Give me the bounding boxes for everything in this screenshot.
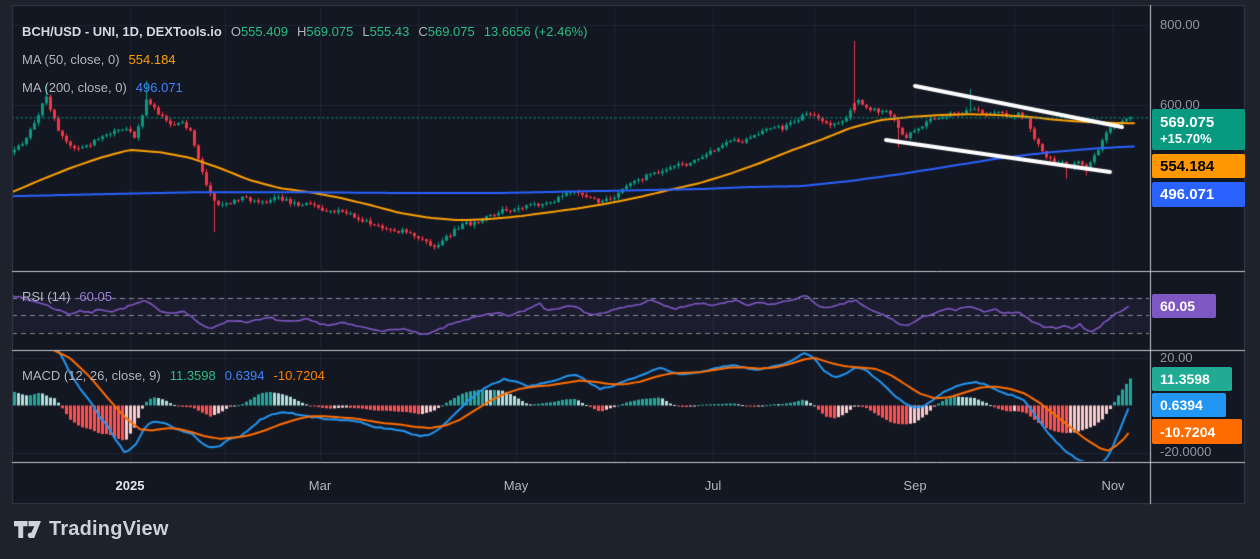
close-value: C 569.075 bbox=[418, 24, 475, 39]
macd-legend[interactable]: MACD (12, 26, close, 9) 11.3598 0.6394 -… bbox=[22, 366, 325, 386]
ma50-label: MA (50, close, 0) bbox=[22, 52, 120, 67]
price-tick-800: 800.00 bbox=[1160, 17, 1200, 32]
last-price-badge: 569.075 +15.70% bbox=[1152, 109, 1245, 150]
time-axis-label: Sep bbox=[903, 478, 927, 493]
macd-tick-neg20: -20.0000 bbox=[1160, 444, 1212, 459]
tradingview-logo-text: TradingView bbox=[49, 518, 169, 540]
change-value: 13.6656 (+2.46%) bbox=[483, 24, 588, 39]
ma200-label: MA (200, close, 0) bbox=[22, 80, 127, 95]
tradingview-logo[interactable]: TradingView bbox=[14, 518, 169, 541]
macd-signal-badge: -10.7204 bbox=[1152, 419, 1242, 444]
rsi-legend[interactable]: RSI (14) 60.05 bbox=[22, 287, 112, 307]
ma200-legend[interactable]: MA (200, close, 0) 496.071 bbox=[22, 78, 183, 98]
ma200-value: 496.071 bbox=[135, 80, 183, 95]
macd-hist-value: 11.3598 bbox=[169, 368, 216, 383]
time-axis-label: Jul bbox=[704, 478, 722, 493]
high-value: H 569.075 bbox=[296, 24, 354, 39]
symbol-legend[interactable]: BCH/USD - UNI, 1D, DEXTools.io O 555.409 … bbox=[22, 22, 587, 42]
rsi-label: RSI (14) bbox=[22, 289, 71, 304]
time-axis-label: Mar bbox=[308, 478, 332, 493]
tradingview-logo-icon bbox=[14, 521, 41, 538]
time-axis-label: Nov bbox=[1101, 478, 1125, 493]
ma50-legend[interactable]: MA (50, close, 0) 554.184 bbox=[22, 50, 176, 70]
macd-line-badge: 0.6394 bbox=[1152, 393, 1226, 417]
macd-hist-badge: 11.3598 bbox=[1152, 367, 1232, 391]
macd-label: MACD (12, 26, close, 9) bbox=[22, 368, 161, 383]
price-tick-600: 600.00 bbox=[1160, 97, 1200, 112]
macd-line-value: 0.6394 bbox=[224, 368, 265, 383]
ma50-value: 554.184 bbox=[128, 52, 176, 67]
macd-signal-value: -10.7204 bbox=[273, 368, 325, 383]
time-axis-label: 2025 bbox=[115, 478, 145, 493]
rsi-badge: 60.05 bbox=[1152, 294, 1216, 318]
symbol-title: BCH/USD - UNI, 1D, DEXTools.io bbox=[22, 24, 222, 39]
ma50-price-badge: 554.184 bbox=[1152, 154, 1245, 178]
ma200-price-badge: 496.071 bbox=[1152, 182, 1245, 207]
time-axis-label: May bbox=[503, 478, 529, 493]
rsi-value: 60.05 bbox=[79, 289, 112, 304]
low-value: L 555.43 bbox=[362, 24, 410, 39]
open-value: O 555.409 bbox=[230, 24, 288, 39]
macd-tick-20: 20.00 bbox=[1160, 350, 1193, 365]
